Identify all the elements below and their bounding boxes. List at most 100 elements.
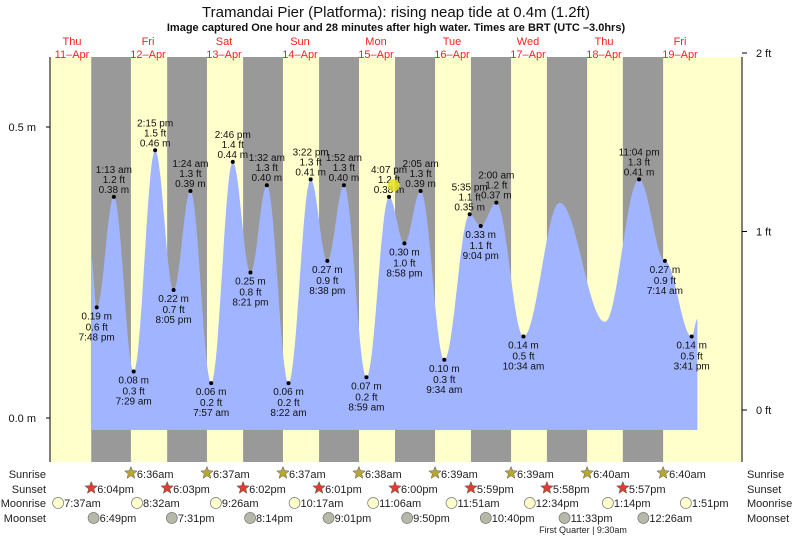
low-tide-point bbox=[689, 334, 694, 339]
moon-phase-label: First Quarter | 9:30am bbox=[539, 525, 627, 535]
tide-height-m: 0.40 m bbox=[329, 173, 360, 184]
tide-time: 5:35 pm bbox=[452, 182, 488, 193]
sunrise-icon bbox=[352, 465, 366, 479]
tide-height-ft: 1.3 ft bbox=[300, 157, 322, 168]
high-tide-point bbox=[264, 183, 269, 188]
moonset-icon bbox=[637, 512, 650, 524]
tide-height-ft: 1.0 ft bbox=[393, 258, 415, 269]
day-label-dow: Thu bbox=[595, 36, 614, 48]
moonrise-label-left: Moonrise bbox=[1, 498, 46, 510]
sunrise-icon bbox=[200, 465, 214, 479]
moonset-icon bbox=[479, 512, 492, 524]
day-labels: Thu11–AprFri12–AprSat13–AprSun14–AprMon1… bbox=[55, 36, 698, 61]
day-label-date: 12–Apr bbox=[130, 49, 166, 61]
tide-height-m: 0.40 m bbox=[252, 173, 283, 184]
sunrise-time: 6:40am bbox=[669, 469, 706, 481]
tide-time: 2:15 pm bbox=[137, 118, 173, 129]
axes: 0.0 m 0.5 m 0 ft 1 ft 2 ft bbox=[8, 48, 771, 462]
tide-height-ft: 0.9 ft bbox=[316, 276, 338, 287]
tide-height-m: 0.41 m bbox=[624, 167, 655, 178]
high-tide-point bbox=[418, 189, 423, 194]
sunrise-icon bbox=[124, 465, 138, 479]
moonset-icon bbox=[322, 512, 335, 524]
extrema-marks: 0.19 m0.6 ft7:48 pm0.38 m1.2 ft1:13 am0.… bbox=[79, 118, 710, 419]
low-tide-point bbox=[94, 305, 99, 310]
tide-height-ft: 1.5 ft bbox=[144, 128, 166, 139]
day-label-dow: Sat bbox=[216, 36, 233, 48]
tide-time: 8:22 am bbox=[270, 408, 306, 419]
moonrise-time: 9:26am bbox=[222, 498, 259, 510]
low-tide-point bbox=[286, 381, 291, 386]
tide-height-ft: 0.2 ft bbox=[277, 398, 299, 409]
tide-time: 8:38 pm bbox=[309, 286, 345, 297]
tide-time: 2:00 am bbox=[478, 171, 514, 182]
sunset-icon bbox=[540, 480, 554, 494]
low-tide-point bbox=[248, 270, 253, 275]
day-label-date: 14–Apr bbox=[282, 49, 318, 61]
tide-time: 1:13 am bbox=[96, 165, 132, 176]
tide-height-ft: 1.3 ft bbox=[256, 163, 278, 174]
tide-height-ft: 1.4 ft bbox=[222, 140, 244, 151]
tide-time: 7:57 am bbox=[193, 408, 229, 419]
tide-time: 8:58 pm bbox=[386, 268, 422, 279]
tide-height-ft: 1.2 ft bbox=[485, 181, 507, 192]
tide-height-ft: 0.6 ft bbox=[86, 322, 108, 333]
sunset-time: 6:01pm bbox=[325, 484, 362, 496]
sunrise-time: 6:40am bbox=[593, 469, 630, 481]
tide-height-m: 0.46 m bbox=[140, 138, 171, 149]
sunset-time: 5:58pm bbox=[553, 484, 590, 496]
tide-height-m: 0.19 m bbox=[81, 311, 112, 322]
tide-time: 4:07 pm bbox=[371, 165, 407, 176]
day-label-date: 11–Apr bbox=[55, 49, 90, 61]
moonset-icon bbox=[87, 512, 100, 524]
tide-height-ft: 1.2 ft bbox=[103, 175, 125, 186]
tide-height-m: 0.07 m bbox=[351, 381, 382, 392]
moonrise-icon bbox=[602, 497, 614, 509]
low-tide-point bbox=[325, 258, 330, 263]
low-tide-point bbox=[662, 258, 667, 263]
moonrise-time: 8:32am bbox=[143, 498, 180, 510]
tide-time: 1:24 am bbox=[172, 159, 208, 170]
moonset-icon bbox=[244, 512, 256, 524]
tide-time: 1:32 am bbox=[249, 153, 285, 164]
low-tide-point bbox=[364, 375, 369, 380]
tide-height-ft: 1.3 ft bbox=[409, 169, 431, 180]
moonset-time: 8:14pm bbox=[256, 513, 293, 525]
tide-time: 8:21 pm bbox=[232, 298, 268, 309]
sunset-icon bbox=[464, 480, 478, 494]
sunset-icon bbox=[312, 480, 326, 494]
tide-time: 11:04 pm bbox=[619, 147, 660, 158]
tide-height-m: 0.14 m bbox=[508, 341, 539, 352]
sunrise-icon bbox=[656, 465, 670, 479]
moonrise-icon bbox=[445, 497, 458, 509]
tide-height-ft: 1.2 ft bbox=[378, 175, 400, 186]
tide-height-ft: 0.2 ft bbox=[200, 398, 222, 409]
moonrise-icon bbox=[523, 497, 536, 509]
sunrise-icon bbox=[276, 465, 290, 479]
moonset-time: 11:33pm bbox=[571, 513, 613, 525]
tide-height-m: 0.38 m bbox=[99, 185, 130, 196]
right-tick-label: 0 ft bbox=[756, 405, 771, 417]
moonset-icon bbox=[558, 512, 571, 524]
high-tide-point bbox=[387, 194, 392, 199]
day-label-dow: Fri bbox=[674, 36, 687, 48]
tide-time: 9:34 am bbox=[426, 385, 462, 396]
moonrise-icon bbox=[210, 497, 222, 509]
sunset-label-right: Sunset bbox=[747, 484, 781, 496]
moonset-time: 10:40pm bbox=[492, 513, 535, 525]
sunset-time: 5:57pm bbox=[629, 484, 666, 496]
tide-height-m: 0.35 m bbox=[454, 202, 485, 213]
chart-title: Tramandai Pier (Platforma): rising neap … bbox=[202, 4, 590, 21]
tide-height-ft: 1.3 ft bbox=[179, 169, 201, 180]
day-label-date: 19–Apr bbox=[662, 49, 698, 61]
moonrise-icon bbox=[288, 497, 301, 509]
moonset-time: 9:50pm bbox=[413, 513, 450, 525]
day-label-dow: Tue bbox=[443, 36, 462, 48]
low-tide-point bbox=[209, 381, 214, 386]
moonrise-icon bbox=[680, 497, 692, 509]
day-label-date: 17–Apr bbox=[510, 49, 546, 61]
moonset-time: 7:31pm bbox=[178, 513, 215, 525]
tide-height-m: 0.22 m bbox=[158, 294, 189, 305]
moonrise-time: 12:34pm bbox=[536, 498, 579, 510]
sunrise-icon bbox=[580, 465, 594, 479]
